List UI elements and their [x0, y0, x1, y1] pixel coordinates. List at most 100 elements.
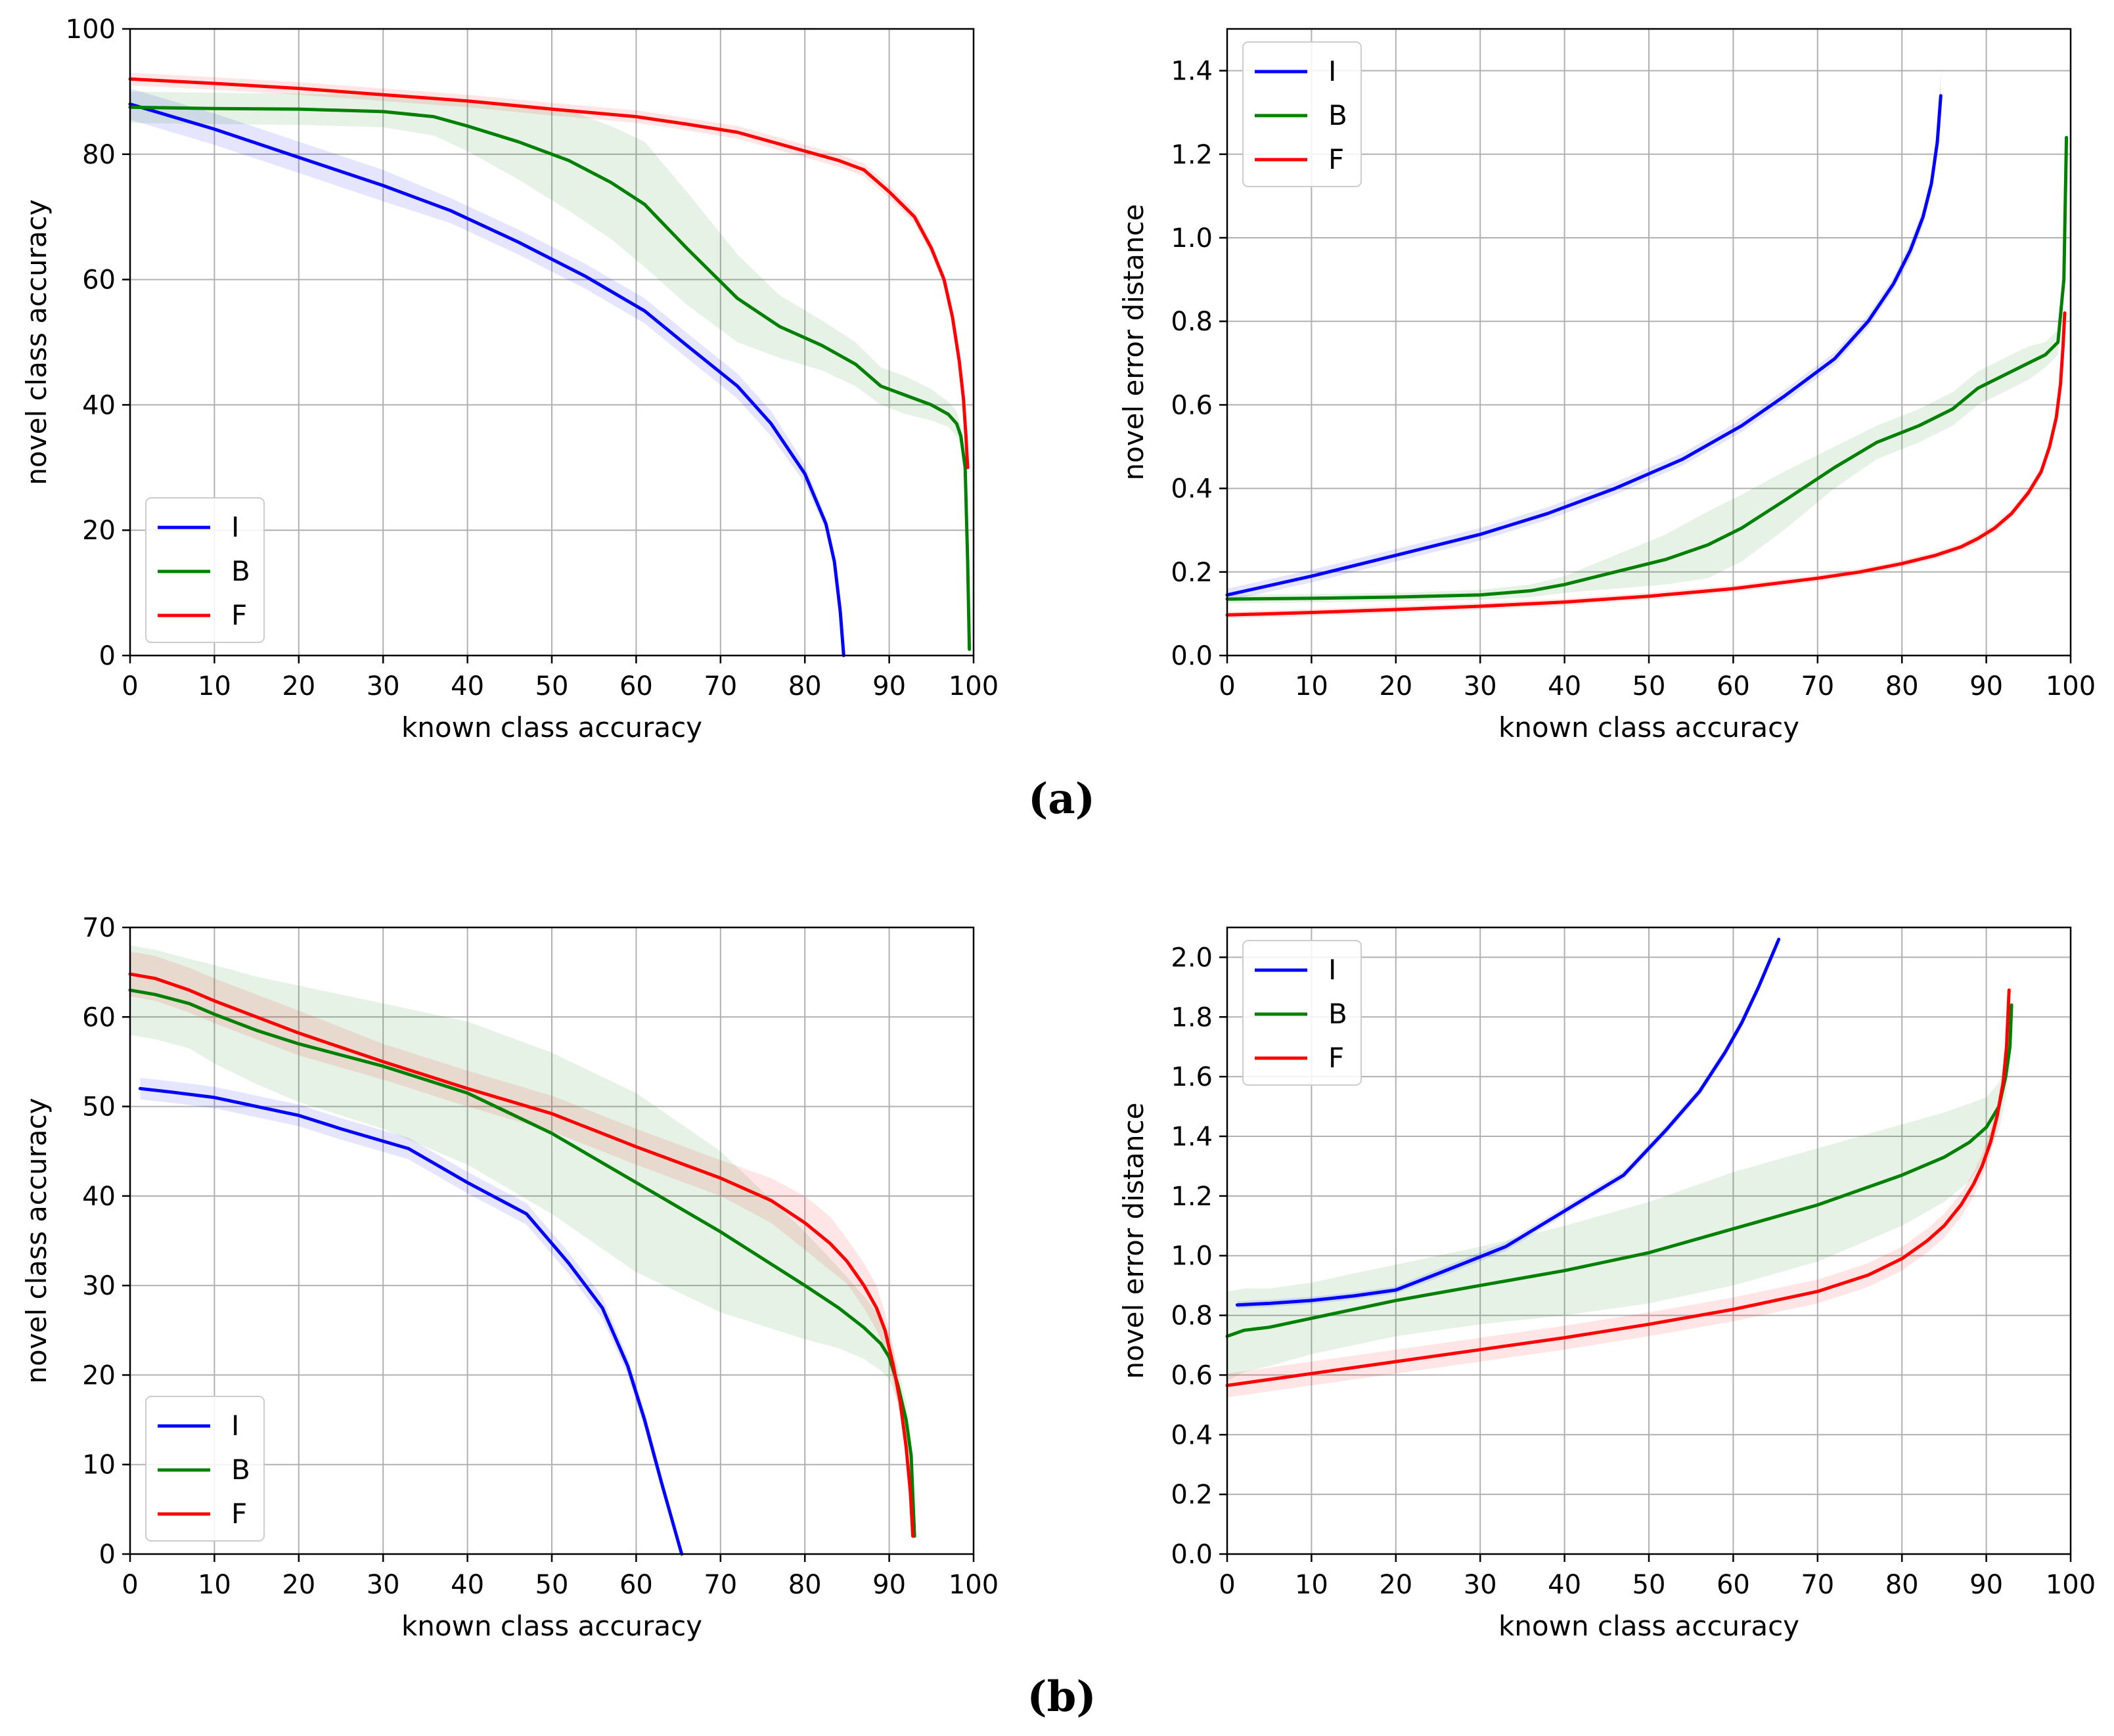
x-tick-label: 90	[1969, 671, 2003, 701]
x-tick-label: 40	[451, 1570, 484, 1600]
y-tick-label: 0.2	[1171, 1480, 1213, 1510]
y-tick-label: 30	[82, 1271, 116, 1301]
y-tick-label: 100	[66, 14, 116, 45]
y-tick-label: 60	[82, 1002, 116, 1033]
y-tick-label: 1.0	[1171, 1241, 1213, 1272]
caption-b: (b)	[1027, 1672, 1096, 1722]
series-line-F	[128, 972, 915, 1538]
x-tick-label: 40	[451, 671, 484, 701]
x-tick-label: 50	[535, 671, 569, 701]
x-tick-label: 40	[1548, 1570, 1581, 1600]
x-tick-label: 0	[122, 671, 138, 701]
x-tick-label: 70	[1801, 671, 1834, 701]
x-tick-label: 50	[535, 1570, 569, 1600]
x-tick-label: 20	[282, 671, 315, 701]
x-tick-label: 100	[2046, 671, 2096, 701]
x-tick-label: 40	[1548, 671, 1581, 701]
x-tick-label: 60	[619, 1570, 653, 1600]
legend-label-F: F	[231, 599, 247, 631]
x-tick-label: 30	[1464, 1570, 1497, 1600]
x-axis-label: known class accuracy	[1498, 711, 1799, 744]
x-tick-label: 80	[788, 1570, 822, 1600]
series-line-B	[1225, 135, 2069, 601]
y-tick-label: 70	[82, 913, 116, 943]
y-axis-label: novel error distance	[1117, 1102, 1150, 1379]
y-tick-label: 20	[82, 516, 116, 546]
x-tick-label: 100	[2046, 1570, 2096, 1600]
y-tick-label: 50	[82, 1092, 116, 1123]
y-tick-label: 0	[99, 641, 116, 671]
y-tick-label: 0.2	[1171, 558, 1213, 588]
x-tick-label: 80	[788, 671, 822, 701]
legend-label-I: I	[1328, 55, 1336, 87]
y-axis-label: novel class accuracy	[20, 1098, 53, 1383]
x-tick-label: 60	[1717, 671, 1750, 701]
x-tick-label: 20	[282, 1570, 315, 1600]
series-line-F	[1225, 311, 2067, 617]
x-tick-label: 0	[122, 1570, 138, 1600]
y-tick-label: 0.8	[1171, 1301, 1213, 1331]
legend: IBF	[145, 497, 265, 643]
x-tick-label: 100	[949, 671, 999, 701]
x-tick-label: 30	[367, 1570, 400, 1600]
chart-a-right: 0 10 20 30 40 50 60 70 80 90 100 0.0 0.2 0.4 0.6 0.8 1.0…	[1117, 28, 2096, 744]
x-tick-label: 20	[1379, 671, 1412, 701]
x-tick-label: 70	[1801, 1570, 1834, 1600]
y-tick-label: 1.0	[1171, 223, 1213, 254]
series-band-I	[1227, 70, 1941, 602]
x-tick-label: 50	[1632, 671, 1666, 701]
y-tick-label: 0.4	[1171, 474, 1213, 504]
y-tick-label: 1.2	[1171, 1182, 1213, 1212]
series-line-F	[128, 77, 970, 470]
x-tick-label: 70	[704, 671, 737, 701]
x-tick-label: 90	[872, 671, 906, 701]
y-tick-label: 0.6	[1171, 1360, 1213, 1391]
x-tick-label: 10	[1295, 1570, 1328, 1600]
y-tick-label: 80	[82, 140, 116, 170]
series-band-B	[130, 945, 915, 1541]
x-axis-label: known class accuracy	[401, 711, 702, 744]
y-tick-label: 10	[82, 1450, 116, 1480]
legend-label-I: I	[231, 511, 239, 543]
legend: IBF	[1242, 940, 1362, 1086]
x-tick-label: 10	[198, 1570, 231, 1600]
x-tick-label: 60	[619, 671, 653, 701]
y-tick-label: 1.8	[1171, 1002, 1213, 1033]
y-tick-label: 1.6	[1171, 1062, 1213, 1092]
x-tick-label: 30	[1464, 671, 1497, 701]
y-tick-label: 1.4	[1171, 56, 1213, 87]
legend-label-I: I	[1328, 954, 1336, 986]
y-tick-label: 60	[82, 265, 116, 296]
y-tick-label: 0.0	[1171, 1540, 1213, 1570]
series-line-F	[1225, 988, 2011, 1387]
legend-label-B: B	[231, 555, 250, 587]
y-tick-label: 1.4	[1171, 1122, 1213, 1152]
legend: IBF	[1242, 41, 1362, 187]
legend-label-F: F	[231, 1498, 247, 1530]
x-tick-label: 0	[1219, 671, 1235, 701]
legend-label-F: F	[1328, 143, 1344, 175]
y-tick-label: 0.8	[1171, 307, 1213, 337]
y-tick-label: 40	[82, 390, 116, 420]
legend-label-F: F	[1328, 1042, 1344, 1074]
y-tick-label: 2.0	[1171, 943, 1213, 973]
x-tick-label: 100	[949, 1570, 999, 1600]
series-band-B	[1227, 992, 2012, 1381]
chart-b-right: 0 10 20 30 40 50 60 70 80 90 100 0.0 0.2 0.4 0.6 0.8 1.0…	[1117, 926, 2096, 1642]
x-tick-label: 90	[872, 1570, 906, 1600]
x-axis-label: known class accuracy	[401, 1610, 702, 1642]
series-band-I	[1237, 935, 1779, 1309]
legend-label-B: B	[1328, 99, 1347, 131]
y-tick-label: 0.0	[1171, 641, 1213, 671]
series-line-B	[128, 105, 972, 651]
y-tick-label: 1.2	[1171, 140, 1213, 170]
x-tick-label: 50	[1632, 1570, 1666, 1600]
x-tick-label: 0	[1219, 1570, 1235, 1600]
legend-label-B: B	[1328, 998, 1347, 1030]
y-tick-label: 0.4	[1171, 1420, 1213, 1450]
x-tick-label: 80	[1885, 1570, 1919, 1600]
x-axis-label: known class accuracy	[1498, 1610, 1799, 1642]
y-tick-label: 0.6	[1171, 390, 1213, 420]
series-line-I	[138, 1086, 684, 1556]
